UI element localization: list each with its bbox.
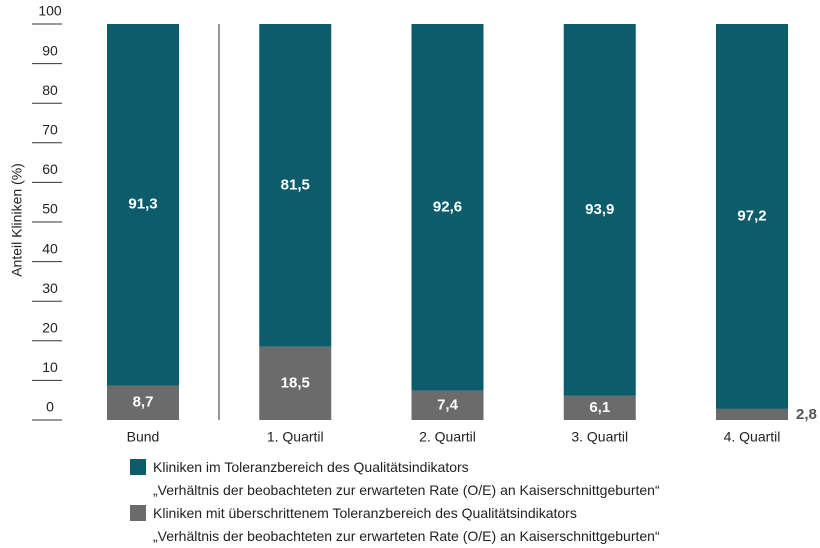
y-tick-label: 20 [42, 320, 58, 336]
legend-label: Kliniken mit überschrittenem Toleranzber… [153, 505, 660, 544]
bar-segment [563, 395, 636, 420]
y-tick-label: 70 [42, 122, 58, 138]
bar-segment [411, 24, 484, 391]
y-tick-label: 40 [42, 240, 58, 256]
value-label: 2,8 [796, 406, 817, 423]
y-tick-label: 0 [46, 399, 54, 415]
bar-segment [411, 390, 484, 420]
value-label: 93,9 [585, 201, 614, 218]
y-tick-label: 60 [42, 161, 58, 177]
value-label: 91,3 [128, 196, 157, 213]
value-label: 7,4 [437, 396, 459, 413]
value-label: 18,5 [281, 374, 310, 391]
value-label: 6,1 [589, 399, 610, 416]
y-tick-label: 10 [42, 359, 58, 375]
legend-swatch [130, 459, 146, 475]
legend-item: Kliniken im Toleranzbereich des Qualität… [130, 456, 660, 502]
value-label: 81,5 [281, 176, 310, 193]
x-tick-label: 1. Quartil [267, 429, 324, 445]
x-tick-label: 3. Quartil [571, 429, 628, 445]
chart: Anteil Kliniken (%) 0 10 20 30 40 50 60 70 80 90 1… [9, 3, 817, 445]
bar-segment [716, 408, 788, 420]
legend-label: Kliniken im Toleranzbereich des Qualität… [153, 459, 660, 498]
legend-swatch [130, 505, 146, 521]
y-tick-label: 90 [42, 42, 58, 58]
x-tick-label: 4. Quartil [724, 429, 781, 445]
x-tick-label: 2. Quartil [419, 429, 476, 445]
bar-segment [563, 24, 636, 396]
value-label: 92,6 [433, 198, 462, 215]
bar-segment [259, 24, 332, 347]
y-axis-label: Anteil Kliniken (%) [9, 163, 25, 277]
x-tick-label: Bund [127, 429, 160, 445]
bar-segment [716, 24, 788, 409]
value-label: 8,7 [133, 394, 154, 411]
value-label: 97,2 [737, 207, 766, 224]
y-tick-label: 100 [38, 3, 62, 19]
y-tick-label: 80 [42, 82, 58, 98]
y-tick-label: 50 [42, 201, 58, 217]
bar-segment [107, 24, 179, 386]
bar-segment [259, 346, 332, 420]
bar-segment [107, 385, 179, 420]
y-tick-label: 30 [42, 280, 58, 296]
legend-item: Kliniken mit überschrittenem Toleranzber… [130, 502, 660, 548]
